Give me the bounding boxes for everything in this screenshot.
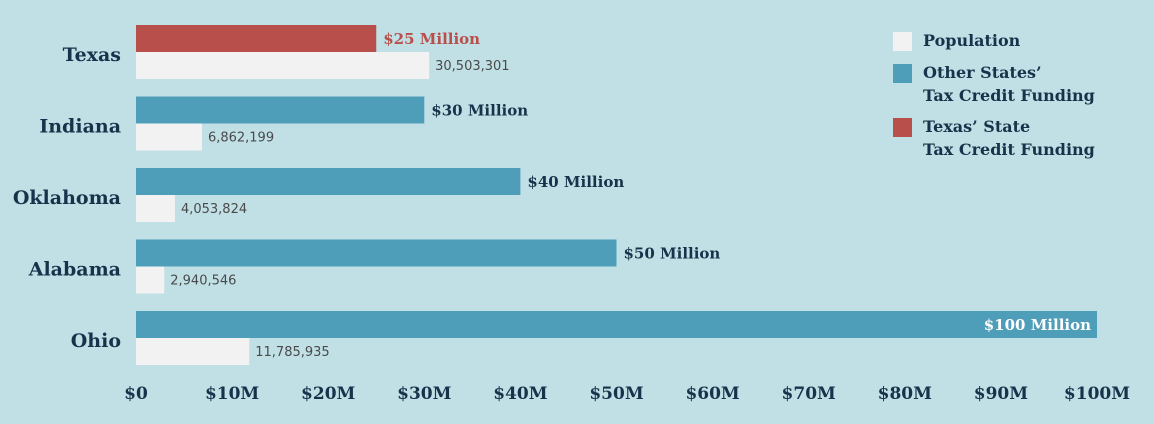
- legend-label-other-states: Tax Credit Funding: [923, 86, 1095, 105]
- population-value-label-oklahoma: 4,053,824: [181, 202, 247, 217]
- population-value-label-ohio: 11,785,935: [255, 345, 329, 360]
- legend-label-texas: Tax Credit Funding: [923, 140, 1095, 159]
- legend-label-population: Population: [923, 31, 1021, 50]
- population-bar-alabama: [136, 266, 165, 294]
- category-label-ohio: Ohio: [71, 330, 121, 352]
- funding-value-label-alabama: $50 Million: [624, 245, 721, 263]
- population-bar-texas: [136, 52, 430, 79]
- x-tick-label: $10M: [205, 384, 259, 404]
- legend-label-texas: Texas’ State: [923, 117, 1030, 136]
- population-bar-indiana: [136, 123, 202, 151]
- funding-bar-alabama: [136, 239, 617, 267]
- funding-bar-texas: [136, 25, 377, 52]
- funding-value-label-ohio: $100 Million: [984, 316, 1091, 334]
- x-tick-label: $70M: [782, 384, 836, 404]
- category-label-texas: Texas: [63, 44, 121, 66]
- population-value-label-alabama: 2,940,546: [170, 274, 236, 289]
- x-tick-label: $100M: [1064, 384, 1130, 404]
- funding-bar-oklahoma: [136, 168, 521, 195]
- x-tick-label: $60M: [685, 384, 739, 404]
- x-tick-label: $30M: [397, 384, 451, 404]
- population-value-label-texas: 30,503,301: [435, 59, 509, 74]
- x-tick-label: $90M: [974, 384, 1028, 404]
- legend-swatch-other-states: [893, 64, 912, 83]
- funding-value-label-texas: $25 Million: [383, 30, 480, 48]
- category-label-alabama: Alabama: [28, 259, 121, 281]
- funding-bar-indiana: [136, 96, 425, 124]
- population-bar-oklahoma: [136, 195, 175, 222]
- population-value-label-indiana: 6,862,199: [208, 131, 274, 146]
- funding-value-label-oklahoma: $40 Million: [527, 173, 624, 191]
- legend-label-other-states: Other States’: [923, 63, 1042, 82]
- category-label-indiana: Indiana: [39, 116, 121, 138]
- x-tick-label: $20M: [301, 384, 355, 404]
- population-bar-ohio: [136, 338, 250, 365]
- category-label-oklahoma: Oklahoma: [13, 187, 121, 209]
- funding-value-label-indiana: $30 Million: [431, 102, 528, 120]
- x-tick-label: $0: [124, 384, 148, 404]
- legend-swatch-texas: [893, 118, 912, 137]
- x-tick-label: $80M: [878, 384, 932, 404]
- x-tick-label: $40M: [493, 384, 547, 404]
- legend-swatch-population: [893, 32, 912, 51]
- funding-bar-ohio: [136, 311, 1097, 338]
- x-tick-label: $50M: [589, 384, 643, 404]
